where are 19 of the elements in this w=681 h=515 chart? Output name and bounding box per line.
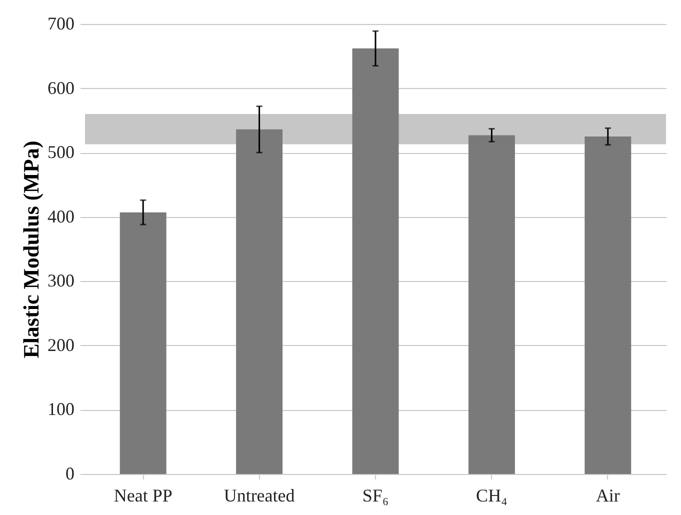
y-tick-label: 0 bbox=[66, 464, 74, 484]
y-axis-title: Elastic Modulus (MPa) bbox=[18, 140, 44, 358]
y-tick-label: 600 bbox=[48, 78, 74, 98]
y-tick-label: 700 bbox=[48, 14, 74, 34]
y-tick-label: 100 bbox=[48, 399, 74, 420]
x-tick-label: SF₆ bbox=[362, 486, 389, 506]
y-tick-label: 300 bbox=[48, 270, 74, 291]
y-tick-label: 200 bbox=[48, 334, 74, 355]
y-tick-label: 400 bbox=[48, 206, 74, 226]
x-tick-label: CH₄ bbox=[476, 486, 508, 506]
bar bbox=[352, 48, 399, 474]
bar bbox=[120, 212, 166, 474]
bar bbox=[584, 136, 632, 474]
x-tick-label: Air bbox=[596, 486, 620, 506]
bar bbox=[468, 135, 515, 474]
x-tick-label: Untreated bbox=[224, 486, 295, 506]
y-tick-label: 500 bbox=[48, 142, 74, 162]
x-tick-label: Neat PP bbox=[114, 486, 172, 506]
bar bbox=[236, 129, 283, 474]
